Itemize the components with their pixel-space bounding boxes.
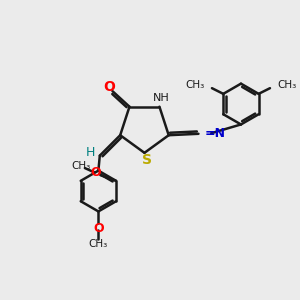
Text: CH₃: CH₃: [186, 80, 205, 90]
Text: CH₃: CH₃: [277, 80, 296, 90]
Text: CH₃: CH₃: [89, 239, 108, 249]
Text: S: S: [142, 154, 152, 167]
Text: H: H: [86, 146, 95, 159]
Text: O: O: [93, 222, 104, 235]
Text: O: O: [90, 167, 101, 179]
Text: O: O: [103, 80, 115, 94]
Text: =N: =N: [205, 127, 226, 140]
Text: NH: NH: [153, 93, 170, 103]
Text: CH₃: CH₃: [72, 161, 91, 171]
